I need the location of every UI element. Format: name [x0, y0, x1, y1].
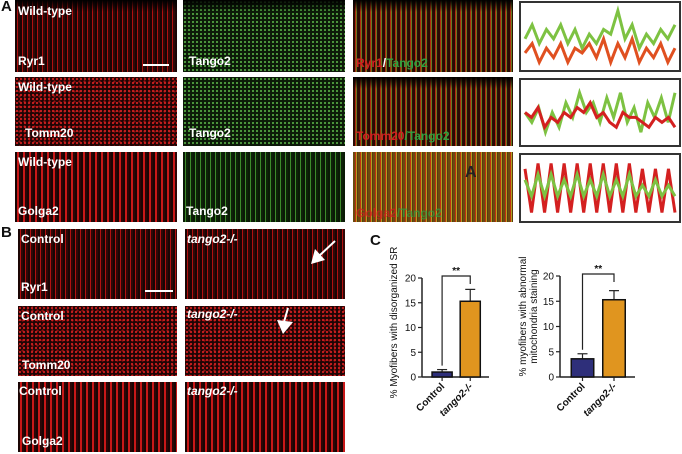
genotype-label: Wild-type: [18, 4, 72, 18]
scale-bar: [145, 290, 173, 292]
genotype-label: Wild-type: [18, 155, 72, 169]
ryr1-wildtype-image: Wild-type Ryr1: [15, 0, 177, 72]
panel-label-c: C: [370, 232, 381, 249]
y-tick-label: 15: [543, 297, 555, 308]
y-axis-label: % myofibers with abnormal: [518, 256, 529, 376]
y-tick-label: 20: [405, 274, 417, 285]
tango2-image: Tango2: [183, 0, 345, 72]
scale-bar: [143, 64, 169, 66]
genotype-label: Control: [21, 232, 64, 246]
golga2-mutant-image: tango2-/-: [185, 382, 345, 452]
golga2-control-image: Control Golga2: [18, 382, 177, 452]
marker-label: Tango2: [189, 54, 231, 68]
line-profile-plot-1: [519, 1, 681, 72]
marker-label: Golga2: [22, 434, 63, 448]
line-profile-plot-3: [519, 153, 681, 223]
y-axis-label: mitochondria staining: [529, 269, 540, 364]
merge-image: Ryr1/Tango2: [353, 0, 513, 72]
golga2-wildtype-image: Wild-type Golga2: [15, 152, 177, 222]
series-line-ryr1: [523, 34, 677, 67]
panel-label-b: B: [1, 224, 12, 241]
marker-label: Ryr1: [21, 280, 48, 294]
significance-bracket: [441, 275, 471, 366]
y-tick-label: 15: [405, 298, 417, 309]
genotype-label: Wild-type: [18, 80, 72, 94]
arrow-icon: [311, 240, 336, 264]
ryr1-mutant-image: tango2-/-: [185, 229, 345, 299]
merge-label: Golga2/Tango2: [356, 206, 442, 220]
tango2-image: Tango2: [183, 77, 345, 146]
line-profile-plot-2: [519, 78, 681, 147]
tomm20-mutant-image: tango2-/-: [185, 306, 345, 376]
marker-label: Ryr1: [18, 54, 45, 68]
y-tick-label: 0: [548, 373, 554, 384]
x-tick-label: tango2-/-: [581, 381, 619, 419]
series-line-tango2: [523, 169, 677, 202]
genotype-label: tango2-/-: [187, 384, 238, 398]
stray-mark: A: [465, 164, 477, 181]
marker-label: Tango2: [189, 126, 231, 140]
y-axis-label: % Myofibers with disorganized SR: [389, 247, 400, 399]
y-tick-label: 20: [543, 272, 555, 283]
marker-label: Tango2: [186, 204, 228, 218]
y-tick-label: 5: [410, 348, 416, 359]
tomm20-wildtype-image: Wild-type Tomm20: [15, 77, 177, 146]
y-tick-label: 10: [405, 323, 417, 334]
bar-control: [570, 358, 595, 378]
marker-label: Tomm20: [25, 126, 74, 140]
y-tick-label: 10: [543, 322, 555, 333]
significance-label: **: [594, 264, 602, 275]
series-line-tango2: [523, 5, 677, 53]
panel-label-a: A: [1, 0, 12, 15]
merge-label: Ryr1/Tango2: [356, 56, 428, 70]
significance-bracket: [581, 273, 615, 350]
genotype-label: tango2-/-: [187, 232, 238, 246]
merge-label: Tomm20/Tango2: [356, 129, 450, 143]
tango2-image: Tango2: [183, 152, 345, 222]
merge-image: Tomm20/Tango2: [353, 77, 513, 146]
genotype-label: Control: [21, 309, 64, 323]
genotype-label: Control: [19, 384, 62, 398]
y-tick-label: 0: [410, 373, 416, 384]
series-line-ryr1: [524, 99, 677, 131]
tomm20-control-image: Control Tomm20: [18, 306, 177, 376]
merge-image: A Golga2/Tango2: [353, 152, 513, 222]
bar-control: [431, 371, 453, 378]
ryr1-control-image: Control Ryr1: [18, 229, 177, 299]
marker-label: Golga2: [18, 204, 59, 218]
bar-mutant: [459, 300, 482, 378]
bar-mutant: [602, 298, 626, 378]
significance-label: **: [452, 266, 460, 277]
genotype-label: tango2-/-: [187, 307, 238, 321]
marker-label: Tomm20: [22, 358, 71, 372]
arrow-icon: [277, 307, 293, 334]
y-tick-label: 5: [548, 347, 554, 358]
